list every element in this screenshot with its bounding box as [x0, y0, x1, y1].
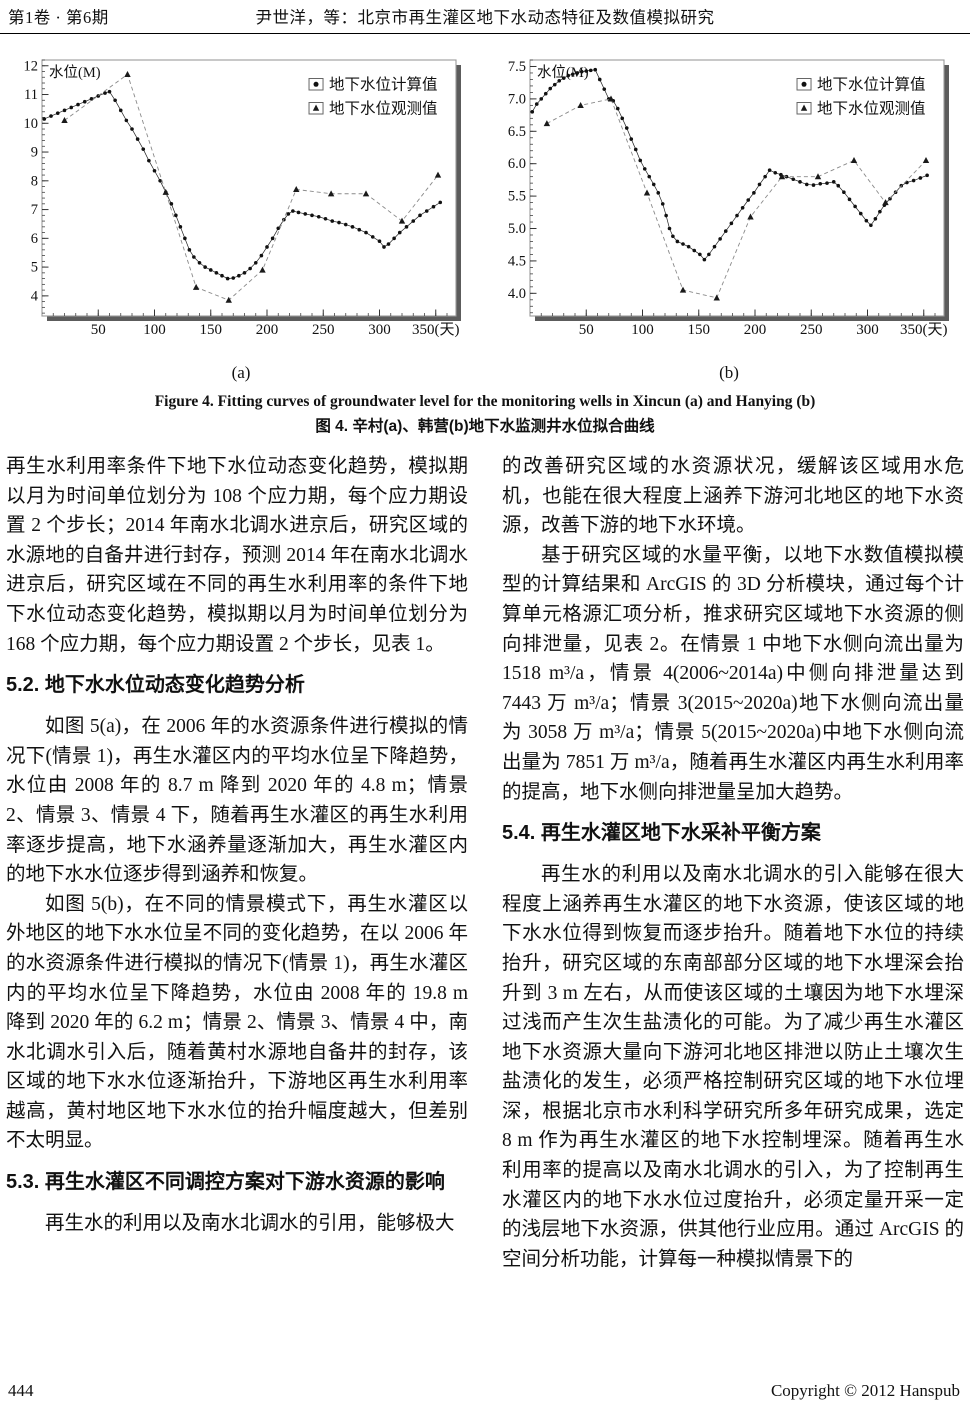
chart-row: 4 5 6 7 8 9 10 11 12 50 100 150 200 250 300 350(天) 水位(M)… — [0, 52, 970, 383]
paragraph: 再生水利用率条件下地下水位动态变化趋势，模拟期以月为时间单位划分为 108 个应… — [6, 456, 468, 655]
chart-svg-(a): 4 5 6 7 8 9 10 11 12 50 100 150 200 250 300 350(天) 水位(M)… — [24, 58, 461, 338]
svg-text:10: 10 — [24, 116, 39, 132]
svg-text:150: 150 — [688, 322, 711, 338]
section-heading: 5.2. 地下水水位动态变化趋势分析 — [6, 674, 305, 697]
chart-b: 4.0 4.5 5.0 5.5 6.0 6.5 7.0 7.5 50 100 150 200 250 30… — [494, 52, 964, 383]
legend-label: 地下水位观测值 — [329, 100, 438, 118]
paragraph: 如图 5(a)，在 2006 年的水资源条件进行模拟的情况下(情景 1)，再生水… — [6, 716, 468, 886]
svg-text:7: 7 — [31, 202, 38, 218]
svg-text:4.0: 4.0 — [508, 286, 526, 302]
svg-text:12: 12 — [24, 58, 39, 74]
chart-sublabel: (a) — [231, 363, 251, 382]
chart-a: 4 5 6 7 8 9 10 11 12 50 100 150 200 250 300 350(天) 水位(M)… — [6, 52, 476, 383]
svg-text:250: 250 — [312, 322, 335, 338]
y-axis-label: 水位(M) — [537, 64, 589, 81]
figure-4: 4 5 6 7 8 9 10 11 12 50 100 150 200 250 300 350(天) 水位(M)… — [0, 52, 970, 436]
paragraph: 如图 5(b)，在不同的情景模式下，再生水灌区以外地区的地下水水位呈不同的变化趋… — [6, 893, 468, 1152]
chart-sublabel: (b) — [719, 363, 739, 382]
svg-text:350(天): 350(天) — [900, 322, 948, 338]
svg-text:100: 100 — [631, 322, 654, 338]
page-header: 第1卷 · 第6期 尹世洋，等：北京市再生灌区地下水动态特征及数值模拟研究 — [0, 0, 970, 34]
svg-text:300: 300 — [856, 322, 879, 338]
journal-issue: 第1卷 · 第6期 — [8, 8, 109, 27]
legend-label: 地下水位计算值 — [817, 75, 926, 94]
svg-text:350(天): 350(天) — [412, 322, 460, 338]
svg-text:200: 200 — [256, 322, 279, 338]
svg-text:250: 250 — [800, 322, 823, 338]
running-title: 尹世洋，等：北京市再生灌区地下水动态特征及数值模拟研究 — [255, 8, 715, 27]
svg-text:200: 200 — [744, 322, 767, 338]
svg-text:300: 300 — [368, 322, 391, 338]
svg-text:100: 100 — [143, 322, 166, 338]
paragraph: 基于研究区域的水量平衡，以地下水数值模拟模型的计算结果和 ArcGIS 的 3D… — [502, 544, 964, 803]
footer-copyright: Copyright © 2012 Hanspub — [770, 1381, 960, 1400]
svg-text:50: 50 — [91, 322, 106, 338]
svg-text:150: 150 — [200, 322, 223, 338]
svg-text:11: 11 — [24, 87, 38, 103]
paragraph: 再生水的利用以及南水北调水的引用，能够极大 — [45, 1213, 455, 1235]
svg-text:6.5: 6.5 — [508, 124, 526, 140]
chart-svg-(b): 4.0 4.5 5.0 5.5 6.0 6.5 7.0 7.5 50 100 150 200 250 30… — [508, 59, 949, 338]
svg-text:5: 5 — [31, 260, 38, 276]
y-axis-label: 水位(M) — [49, 64, 101, 81]
column-right: 的改善研究区域的水资源状况，缓解该区域用水危机，也能在很大程度上涵养下游河北地区… — [502, 452, 964, 1274]
figure-caption-zh: 图 4. 辛村(a)、韩营(b)地下水监测井水位拟合曲线 — [315, 418, 655, 435]
dot-marker-icon — [313, 81, 319, 87]
svg-text:9: 9 — [31, 145, 38, 161]
legend-label: 地下水位计算值 — [329, 75, 438, 94]
svg-text:6.0: 6.0 — [508, 156, 526, 172]
footer-page-number: 444 — [8, 1381, 34, 1400]
svg-text:7.5: 7.5 — [508, 59, 526, 75]
triangle-marker-icon — [800, 104, 808, 111]
svg-text:50: 50 — [579, 322, 594, 338]
paragraph: 的改善研究区域的水资源状况，缓解该区域用水危机，也能在很大程度上涵养下游河北地区… — [502, 456, 964, 537]
svg-text:6: 6 — [31, 231, 38, 247]
section-heading: 5.3. 再生水灌区不同调控方案对下游水资源的影响 — [6, 1171, 445, 1194]
svg-text:4.5: 4.5 — [508, 253, 526, 269]
svg-text:8: 8 — [31, 173, 38, 189]
paragraph: 再生水的利用以及南水北调水的引入能够在很大程度上涵养再生水灌区的地下水资源，使该… — [502, 864, 964, 1270]
section-heading: 5.4. 再生水灌区地下水采补平衡方案 — [502, 822, 821, 845]
triangle-marker-icon — [312, 104, 320, 111]
svg-text:4: 4 — [31, 288, 39, 304]
dot-marker-icon — [801, 81, 807, 87]
legend-label: 地下水位观测值 — [817, 100, 926, 118]
figure-caption-en: Figure 4. Fitting curves of groundwater … — [154, 393, 816, 410]
svg-text:7.0: 7.0 — [508, 91, 526, 107]
svg-text:5.0: 5.0 — [508, 221, 526, 237]
svg-text:5.5: 5.5 — [508, 189, 526, 205]
column-left: 再生水利用率条件下地下水位动态变化趋势，模拟期以月为时间单位划分为 108 个应… — [6, 452, 468, 1239]
